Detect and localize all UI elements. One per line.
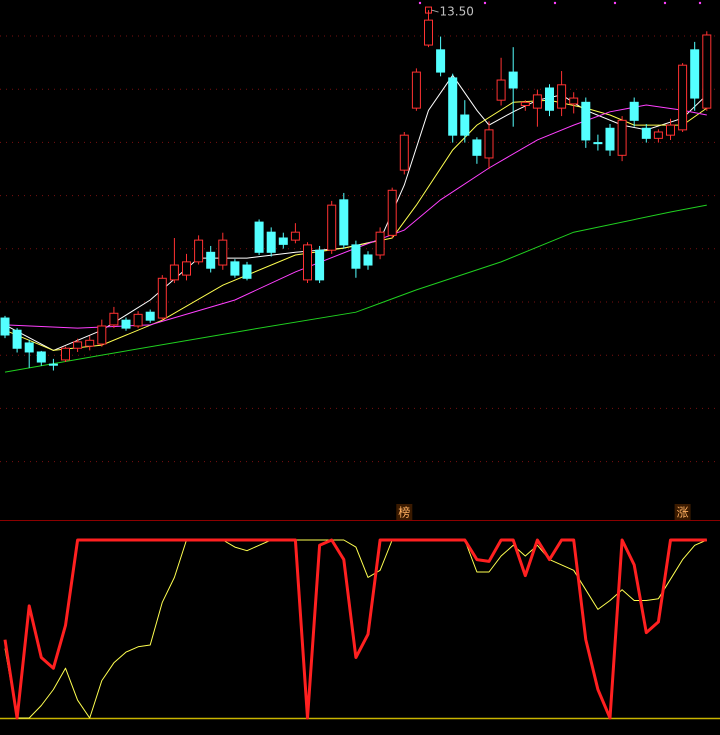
candle-body — [617, 119, 627, 156]
candle-body — [666, 124, 675, 136]
candle-body — [351, 244, 361, 269]
candle-body — [48, 363, 58, 366]
indicator-line — [3, 538, 707, 720]
max-label: 13.50 — [440, 5, 474, 19]
candle-body — [169, 264, 179, 281]
signal-label: 涨 — [677, 505, 689, 520]
candle-body — [36, 351, 46, 363]
candle-body — [85, 339, 95, 347]
candle-body — [194, 239, 204, 263]
signal-box — [674, 504, 691, 520]
candle-body — [230, 261, 240, 276]
candle-body — [145, 311, 155, 321]
candle-body — [690, 49, 700, 99]
candle-body — [545, 87, 554, 111]
candle-body — [242, 264, 252, 279]
candle-body — [97, 325, 107, 345]
top-marker — [663, 1, 667, 5]
candle-body — [315, 249, 325, 281]
max-leader — [431, 9, 439, 13]
candle-body — [436, 49, 446, 73]
candle-body — [109, 312, 119, 326]
candle-body — [557, 84, 567, 109]
candle-body — [411, 71, 421, 109]
candle-body — [532, 94, 542, 109]
signal-box — [396, 504, 413, 520]
candle-body — [702, 34, 712, 109]
candle-body — [73, 341, 83, 349]
top-marker — [698, 1, 702, 5]
candle-body — [133, 313, 143, 327]
indicator-line — [4, 539, 708, 719]
candle-body — [581, 101, 591, 141]
candle-body — [12, 329, 22, 349]
candle-body — [61, 347, 70, 361]
candle-body — [157, 277, 167, 319]
top-marker — [613, 1, 617, 5]
candle-body — [218, 239, 228, 266]
candle-body — [424, 19, 433, 46]
candle-body — [520, 101, 530, 106]
candle-body — [339, 199, 349, 246]
top-marker — [483, 1, 487, 5]
candle-body — [496, 79, 506, 101]
candle-body — [0, 317, 10, 336]
candle-body — [182, 261, 191, 276]
candle-body — [641, 127, 651, 139]
candle-body — [387, 189, 397, 236]
candle-body — [303, 244, 312, 281]
candle-body — [593, 142, 603, 145]
candle-body — [653, 131, 663, 139]
candle-body — [266, 231, 276, 253]
candle-body — [121, 319, 131, 329]
candle-body — [363, 254, 373, 266]
candle-body — [472, 139, 482, 156]
candle-body — [508, 71, 518, 89]
candle-body — [206, 251, 216, 269]
candle-body — [569, 97, 579, 105]
candle-body — [629, 101, 639, 121]
candle-body — [605, 127, 615, 151]
candle-body — [484, 129, 494, 159]
candle-body — [460, 114, 470, 136]
signal-label: 榜 — [398, 505, 410, 520]
candle-body — [399, 134, 409, 171]
candle-body — [327, 204, 337, 251]
candle-body — [24, 342, 34, 353]
top-marker — [418, 1, 422, 5]
candle-body — [448, 77, 458, 136]
candle-body — [678, 64, 688, 131]
moving-average-line — [4, 204, 707, 373]
top-marker — [553, 1, 557, 5]
candle-body — [375, 231, 385, 256]
candle-body — [254, 221, 264, 253]
candle-body — [290, 231, 300, 241]
candle-body — [278, 237, 288, 245]
